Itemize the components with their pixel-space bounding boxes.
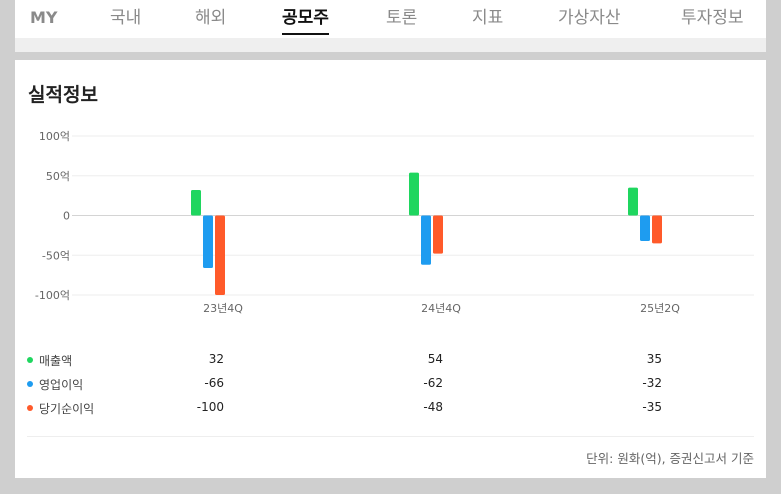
section-gap	[15, 38, 766, 52]
legend-label: 영업이익	[39, 378, 84, 392]
bar-net-income[interactable]	[215, 215, 225, 296]
tab-invest-info[interactable]: 투자정보	[681, 5, 744, 35]
legend-label: 매출액	[39, 354, 73, 368]
tab-label: 지표	[472, 8, 504, 28]
table-value: 54	[427, 352, 443, 366]
y-tick-label: 50억	[46, 170, 70, 183]
x-tick-label: 25년2Q	[640, 302, 680, 315]
table-row: 매출액 32 54 35	[15, 351, 766, 371]
tab-label: 공모주	[282, 8, 329, 28]
bar-net-income[interactable]	[652, 215, 662, 244]
bar-operating-income[interactable]	[421, 215, 431, 265]
table-row: 영업이익 -66 -62 -32	[15, 375, 766, 395]
table-value: 32	[208, 352, 224, 366]
bar-net-income[interactable]	[433, 215, 443, 254]
bar-sales[interactable]	[409, 172, 419, 216]
bar-operating-income[interactable]	[640, 215, 650, 241]
tab-label: MY	[30, 8, 58, 27]
bar-sales[interactable]	[628, 187, 638, 216]
legend-dot	[27, 405, 33, 411]
tab-label: 국내	[110, 8, 142, 28]
legend-dot	[27, 381, 33, 387]
table-value: -100	[196, 400, 224, 414]
active-tab-underline	[282, 33, 329, 35]
tab-discussion[interactable]: 토론	[386, 5, 417, 35]
table-value: -48	[423, 400, 443, 414]
card-title: 실적정보	[28, 84, 98, 106]
earnings-card: 실적정보 100억 50억 0 -50억 -100억 23년4Q 24년4Q 25년2Q 매출…	[15, 60, 766, 478]
table-value: -62	[423, 376, 443, 390]
table-value: 35	[646, 352, 662, 366]
y-tick-label: 100억	[39, 130, 70, 143]
table-value: -35	[642, 400, 662, 414]
table-row: 당기순이익 -100 -48 -35	[15, 399, 766, 419]
y-tick-label: -100억	[35, 289, 70, 302]
tab-label: 토론	[386, 8, 418, 28]
tab-indicators[interactable]: 지표	[472, 5, 503, 35]
unit-footnote: 단위: 원화(억), 증권신고서 기준	[586, 451, 754, 466]
top-navigation: MY 국내 해외 공모주 토론 지표 가상자산 투자정보	[15, 0, 766, 38]
tab-overseas[interactable]: 해외	[195, 5, 226, 35]
bar-sales[interactable]	[191, 190, 201, 216]
y-tick-label: -50억	[42, 249, 70, 262]
tab-crypto[interactable]: 가상자산	[558, 5, 621, 35]
tab-my[interactable]: MY	[30, 5, 58, 35]
tab-label: 투자정보	[681, 8, 744, 28]
earnings-bar-chart: 100억 50억 0 -50억 -100억 23년4Q 24년4Q 25년2Q	[35, 130, 754, 315]
table-value: -32	[642, 376, 662, 390]
x-tick-label: 23년4Q	[203, 302, 243, 315]
table-value: -66	[204, 376, 224, 390]
x-tick-label: 24년4Q	[421, 302, 461, 315]
bar-operating-income[interactable]	[203, 215, 213, 268]
divider	[27, 436, 754, 437]
tab-domestic[interactable]: 국내	[110, 5, 141, 35]
tab-label: 가상자산	[558, 8, 621, 28]
legend-dot	[27, 357, 33, 363]
y-tick-label: 0	[63, 210, 70, 223]
legend-label: 당기순이익	[39, 402, 95, 416]
tab-label: 해외	[195, 8, 227, 28]
tab-ipo[interactable]: 공모주	[282, 5, 329, 35]
